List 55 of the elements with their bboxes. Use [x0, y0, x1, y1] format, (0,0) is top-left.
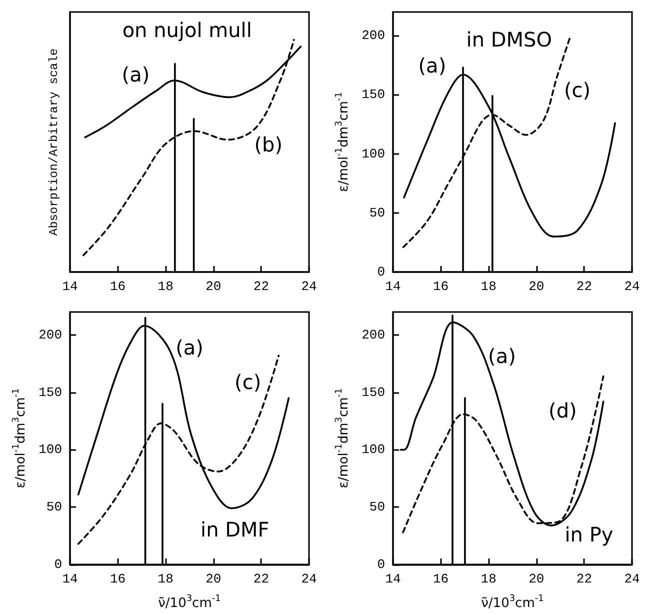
y-axis-title: ε/mol-1dm3cm-1 — [12, 388, 28, 488]
x-tick-label: 14 — [62, 279, 78, 294]
y-tick-label: 0 — [377, 557, 385, 572]
x-tick-label: 18 — [480, 572, 496, 586]
y-tick-label: 150 — [38, 384, 62, 400]
x-tick-label: 20 — [528, 572, 544, 586]
x-tick-label: 22 — [253, 279, 270, 294]
annotation: (c) — [564, 78, 591, 102]
annotation: (a) — [176, 335, 204, 360]
x-tick-label: 16 — [432, 572, 449, 586]
annotation: (a) — [418, 53, 446, 78]
x-tick-label: 20 — [206, 572, 222, 586]
annotation: (a) — [488, 344, 516, 368]
y-tick-label: 50 — [369, 205, 385, 220]
x-tick-label: 20 — [528, 279, 544, 294]
x-tick-label: 22 — [253, 572, 270, 586]
x-tick-label: 16 — [110, 279, 126, 294]
y-axis-title: ε/mol-1dm3cm-1 — [334, 388, 352, 488]
y-tick-label: 200 — [38, 327, 62, 342]
x-tick-label: 24 — [301, 279, 317, 294]
y-tick-label: 200 — [362, 327, 385, 342]
x-tick-label: 18 — [158, 279, 174, 294]
y-tick-label: 100 — [362, 146, 385, 162]
x-tick-label: 14 — [385, 279, 401, 294]
x-tick-label: 14 — [62, 572, 78, 586]
annotation: in DMF — [200, 518, 270, 542]
y-axis-title: ε/mol-1dm3cm-1 — [334, 92, 352, 192]
y-tick-label: 150 — [362, 87, 385, 102]
y-tick-label: 50 — [46, 500, 62, 515]
x-tick-label: 24 — [624, 572, 640, 586]
x-tick-label: 16 — [432, 279, 449, 294]
annotation: (a) — [122, 62, 150, 86]
x-tick-label: 14 — [385, 572, 401, 586]
x-tick-label: 16 — [110, 572, 126, 586]
y-axis-title: Absorption/Arbitrary scale — [47, 48, 61, 236]
x-tick-label: 20 — [206, 279, 222, 294]
annotation: in Py — [564, 522, 614, 547]
x-tick-label: 24 — [624, 279, 640, 294]
x-tick-label: 22 — [576, 572, 592, 586]
annotation: (d) — [548, 398, 577, 423]
annotation: (c) — [234, 370, 262, 394]
x-tick-label: 18 — [480, 279, 496, 294]
y-tick-label: 0 — [54, 557, 62, 572]
x-tick-label: 22 — [576, 279, 592, 294]
annotation: (b) — [254, 132, 283, 157]
x-tick-label: 18 — [158, 572, 174, 586]
y-tick-label: 100 — [362, 442, 385, 458]
y-tick-label: 150 — [362, 384, 385, 400]
y-tick-label: 50 — [369, 500, 385, 515]
y-tick-label: 100 — [38, 442, 62, 458]
annotation: in DMSO — [466, 27, 552, 52]
y-tick-label: 0 — [377, 264, 385, 280]
y-tick-label: 200 — [362, 28, 385, 44]
x-tick-label: 24 — [301, 572, 317, 586]
annotation: on nujol mull — [122, 18, 252, 42]
